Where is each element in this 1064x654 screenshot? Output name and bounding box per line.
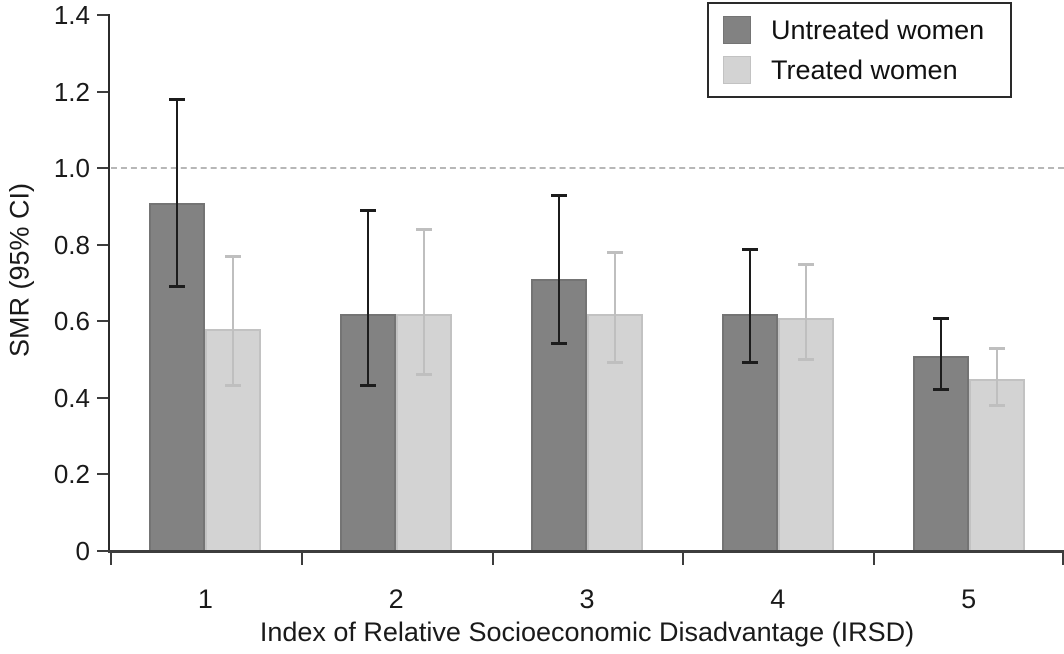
error-cap-bottom-bar-treated-women-irsd-2 (416, 372, 433, 376)
x-category-label-3: 3 (579, 584, 595, 614)
x-category-label-4: 4 (770, 584, 786, 614)
x-category-label-5: 5 (961, 584, 977, 614)
y-tick-label: 1.0 (53, 153, 90, 184)
x-axis-line (108, 550, 1064, 553)
reference-line-1.0 (111, 167, 1064, 170)
error-cap-top-bar-untreated-women-irsd-5 (932, 316, 949, 320)
x-tick-boundary-1 (300, 552, 303, 565)
legend-swatch-treated-women (723, 56, 751, 84)
y-tick-label: 0 (75, 536, 90, 566)
bar-untreated-women-irsd-5 (912, 355, 969, 552)
y-tick-0.6 (97, 320, 108, 323)
error-cap-top-bar-untreated-women-irsd-4 (741, 247, 758, 251)
error-cap-top-bar-treated-women-irsd-4 (797, 262, 814, 266)
y-tick-1.4 (97, 14, 108, 16)
error-bar-treated-women-irsd-3 (614, 252, 616, 364)
error-cap-top-bar-untreated-women-irsd-1 (169, 98, 186, 102)
error-cap-bottom-bar-untreated-women-irsd-2 (360, 384, 377, 388)
error-bar-untreated-women-irsd-4 (748, 248, 751, 364)
x-tick-boundary-2 (491, 552, 494, 565)
error-bar-untreated-women-irsd-5 (939, 317, 942, 391)
error-cap-bottom-bar-treated-women-irsd-1 (225, 384, 242, 388)
error-cap-top-bar-treated-women-irsd-1 (225, 255, 242, 259)
x-tick-boundary-4 (873, 552, 876, 565)
error-bar-untreated-women-irsd-2 (367, 210, 370, 387)
legend: Untreated women Treated women (707, 2, 1012, 98)
legend-item-untreated-women: Untreated women (723, 15, 1010, 46)
y-tick-label: 0.8 (53, 229, 90, 260)
error-bar-untreated-women-irsd-3 (558, 194, 560, 345)
y-axis-title: SMR (95% CI) (4, 182, 35, 358)
error-cap-top-bar-untreated-women-irsd-3 (551, 193, 567, 197)
error-cap-bottom-bar-untreated-women-irsd-5 (932, 388, 949, 392)
error-cap-top-bar-treated-women-irsd-5 (988, 347, 1005, 351)
error-bar-treated-women-irsd-4 (804, 263, 807, 360)
error-cap-bottom-bar-untreated-women-irsd-1 (169, 284, 186, 288)
x-tick-boundary-0 (110, 552, 112, 565)
x-category-label-2: 2 (388, 584, 404, 614)
y-tick-label: 0.2 (53, 459, 90, 490)
y-tick-0.4 (97, 396, 108, 399)
error-cap-top-bar-treated-women-irsd-3 (607, 251, 623, 255)
bar-treated-women-irsd-5 (968, 378, 1025, 552)
y-tick-0.2 (97, 473, 108, 476)
error-cap-bottom-bar-untreated-women-irsd-3 (551, 342, 567, 346)
legend-item-treated-women: Treated women (723, 55, 1010, 86)
x-tick-boundary-3 (682, 552, 685, 565)
error-bar-treated-women-irsd-2 (423, 229, 426, 375)
y-tick-0.8 (97, 243, 108, 246)
error-cap-bottom-bar-untreated-women-irsd-4 (741, 361, 758, 365)
error-cap-top-bar-treated-women-irsd-2 (416, 228, 433, 232)
y-tick-label: 1.4 (53, 0, 90, 30)
error-cap-bottom-bar-treated-women-irsd-4 (797, 357, 814, 361)
y-tick-1.2 (97, 90, 108, 93)
error-bar-untreated-women-irsd-1 (176, 99, 179, 287)
y-tick-1.0 (97, 167, 108, 170)
x-tick-boundary-5 (1062, 552, 1064, 565)
y-tick-0 (97, 550, 108, 552)
legend-label: Untreated women (771, 14, 985, 45)
error-cap-bottom-bar-treated-women-irsd-5 (988, 403, 1005, 407)
x-axis-title: Index of Relative Socioeconomic Disadvan… (259, 617, 915, 647)
x-category-label-1: 1 (197, 584, 213, 614)
error-bar-treated-women-irsd-5 (995, 348, 998, 406)
error-cap-top-bar-untreated-women-irsd-2 (360, 209, 377, 213)
error-bar-treated-women-irsd-1 (232, 256, 235, 387)
y-axis-line (108, 14, 110, 553)
error-cap-bottom-bar-treated-women-irsd-3 (607, 361, 623, 365)
legend-label: Treated women (771, 54, 958, 85)
y-tick-label: 1.2 (53, 76, 90, 107)
y-tick-label: 0.4 (53, 382, 90, 413)
y-tick-label: 0.6 (53, 306, 90, 337)
legend-swatch-untreated-women (723, 16, 751, 44)
